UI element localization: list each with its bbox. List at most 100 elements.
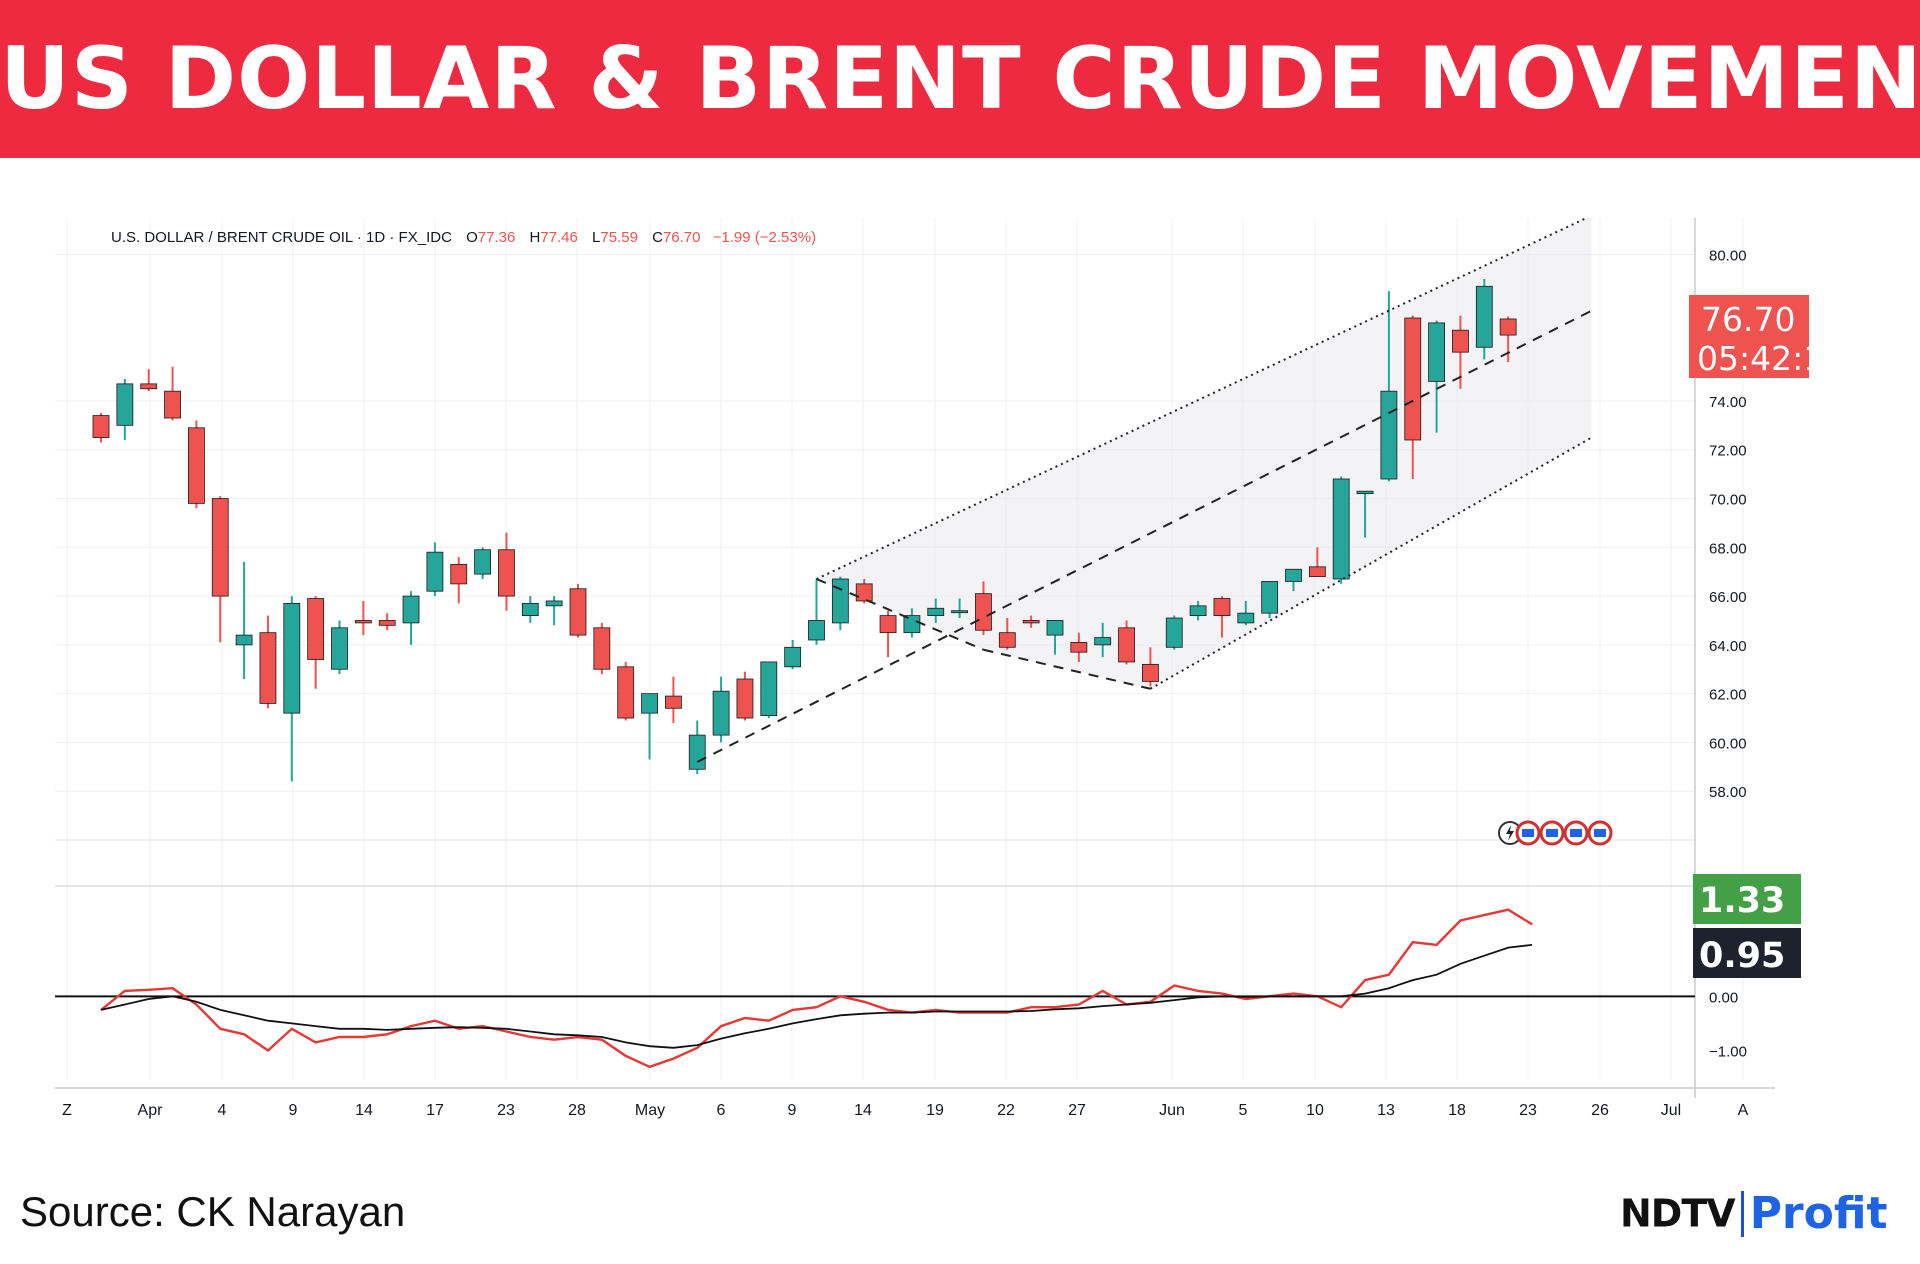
flag-field xyxy=(1594,829,1606,837)
y-tick-label: 58.00 xyxy=(1709,784,1747,801)
channel-fill xyxy=(816,218,1592,689)
x-tick-label: May xyxy=(635,1102,665,1119)
x-tick-label: 9 xyxy=(788,1102,797,1119)
candlestick-chart[interactable]: 80.00 74.00 72.00 70.00 68.00 66.00 64.00 62.00… xyxy=(55,218,1845,1130)
candle-body xyxy=(1118,627,1135,663)
low-value: 75.59 xyxy=(600,229,638,246)
candle-body xyxy=(784,646,802,668)
candle-body xyxy=(307,598,325,660)
x-tick-label: Z xyxy=(62,1102,72,1119)
candle-body xyxy=(951,610,968,614)
candle-body xyxy=(378,620,396,626)
x-tick-label: 9 xyxy=(289,1102,298,1119)
news-flags[interactable] xyxy=(1498,820,1613,846)
indicator-tick-label: 0.00 xyxy=(1709,989,1738,1006)
x-tick-label: 18 xyxy=(1448,1102,1466,1119)
candle-body xyxy=(187,427,205,504)
x-tick-label: 23 xyxy=(1519,1102,1537,1119)
candle-body xyxy=(1308,566,1326,577)
logo-separator xyxy=(1740,1190,1744,1237)
candle-body xyxy=(1094,637,1112,646)
indicator-label-dark: 0.95 xyxy=(1693,928,1801,978)
x-tick-label: Jul xyxy=(1661,1102,1681,1119)
y-tick-label: 80.00 xyxy=(1709,248,1747,265)
candle-body xyxy=(92,415,110,438)
candle-body xyxy=(354,620,372,624)
open-value: 77.36 xyxy=(478,229,516,246)
last-price: 76.70 xyxy=(1701,300,1795,339)
candle-body xyxy=(235,634,253,646)
candle-body xyxy=(1285,568,1302,582)
candle-body xyxy=(402,595,420,624)
candle-series xyxy=(92,278,1517,782)
channel-zigzag-line xyxy=(816,578,984,651)
candle-body xyxy=(641,693,658,714)
candle-body xyxy=(760,661,778,717)
symbol-name: U.S. DOLLAR / BRENT CRUDE OIL · 1D · FX_… xyxy=(111,229,452,246)
candle-body xyxy=(1165,617,1183,648)
candle-body xyxy=(283,602,301,714)
y-tick-label: 62.00 xyxy=(1709,687,1747,704)
candle-body xyxy=(331,627,348,670)
candle-body xyxy=(879,615,897,634)
candle-body xyxy=(140,383,158,390)
channel-middle-line xyxy=(696,309,1593,763)
candle-body xyxy=(593,627,611,670)
candle-body xyxy=(1022,620,1040,624)
channel-area xyxy=(816,218,1592,689)
candle-body xyxy=(164,390,181,419)
candle-body xyxy=(831,578,849,624)
symbol-header: U.S. DOLLAR / BRENT CRUDE OIL · 1D · FX_… xyxy=(111,229,816,246)
candle-body xyxy=(569,588,587,636)
x-tick-label: 10 xyxy=(1306,1102,1324,1119)
x-tick-label: Jun xyxy=(1159,1102,1185,1119)
candle-body xyxy=(1189,605,1207,616)
x-tick-label: 22 xyxy=(997,1102,1015,1119)
candle-body xyxy=(1499,318,1517,336)
candle-body xyxy=(450,563,468,585)
low-label: L xyxy=(592,229,600,246)
candle-body xyxy=(736,678,754,719)
x-tick-label: 28 xyxy=(568,1102,586,1119)
candle-body xyxy=(474,549,492,575)
price-label: 76.70 05:42:13 xyxy=(1689,295,1845,378)
candle-body xyxy=(1428,322,1445,382)
candle-body xyxy=(1237,612,1255,624)
channel-lines xyxy=(696,218,1593,763)
indicator-fast-line xyxy=(100,908,1533,1069)
candle-body xyxy=(1404,317,1422,441)
open-label: O xyxy=(466,229,478,246)
candle-body xyxy=(1046,620,1064,636)
candle-body xyxy=(426,551,444,592)
x-tick-label: 19 xyxy=(926,1102,944,1119)
y-tick-label: 66.00 xyxy=(1709,589,1747,606)
x-tick-label: Apr xyxy=(138,1102,164,1119)
x-tick-label: 23 xyxy=(497,1102,515,1119)
y-tick-label: 72.00 xyxy=(1709,443,1747,460)
candle-body xyxy=(1380,390,1398,480)
x-tick-label: 27 xyxy=(1068,1102,1086,1119)
indicator-value-green: 1.33 xyxy=(1699,881,1785,921)
candle-body xyxy=(521,602,539,616)
logo-ndtv: NDTV xyxy=(1620,1191,1736,1236)
candle-body xyxy=(1142,663,1159,682)
candle-body xyxy=(998,632,1016,648)
source-credit: Source: CK Narayan xyxy=(20,1188,406,1235)
logo-profit: Profit xyxy=(1749,1188,1888,1239)
y-tick-label: 74.00 xyxy=(1709,394,1747,411)
close-value: 76.70 xyxy=(663,229,701,246)
y-tick-label: 64.00 xyxy=(1709,638,1747,655)
x-tick-label: 5 xyxy=(1239,1102,1248,1119)
indicator-tick-label: −1.00 xyxy=(1709,1044,1747,1061)
flag-field xyxy=(1546,829,1558,837)
change-value: −1.99 (−2.53%) xyxy=(713,229,816,246)
y-tick-label: 70.00 xyxy=(1709,492,1747,509)
indicator-label-green: 1.33 xyxy=(1693,874,1801,924)
x-tick-label: A xyxy=(1738,1102,1749,1119)
ndtv-profit-logo: NDTV Profit xyxy=(1620,1188,1888,1248)
candle-body xyxy=(1332,478,1350,580)
candle-body xyxy=(665,695,682,709)
candle-body xyxy=(1356,490,1374,495)
flag-field xyxy=(1522,829,1534,837)
candle-body xyxy=(1070,642,1088,653)
